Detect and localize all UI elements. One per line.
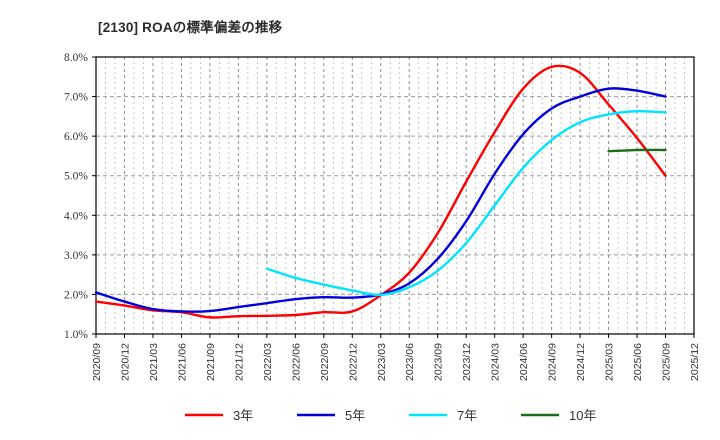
x-axis-tick-label: 2024/12: [575, 343, 587, 381]
x-axis-tick-label: 2025/12: [689, 343, 701, 381]
x-axis-ticks: 2020/09 2020/12 2021/03 2021/06 2021/09 2021/…: [91, 334, 701, 381]
y-axis-tick-label: 4.0%: [64, 210, 88, 222]
y-axis-tick-label: 6.0%: [64, 131, 88, 143]
y-axis-tick-label: 7.0%: [64, 92, 88, 104]
x-axis-tick-label: 2023/03: [376, 343, 388, 381]
x-axis-tick-label: 2023/12: [461, 343, 473, 381]
x-axis-tick-label: 2024/03: [490, 343, 502, 381]
x-axis-tick-label: 2021/12: [233, 343, 245, 381]
page-title: [2130] ROAの標準偏差の推移: [98, 20, 283, 35]
series-line-10年: [607, 148, 667, 153]
data-series-layer: [94, 64, 667, 319]
legend-label-y3: 3年: [233, 408, 253, 423]
x-axis-tick-label: 2025/03: [604, 343, 616, 381]
x-axis-tick-label: 2020/12: [119, 343, 131, 381]
x-axis-tick-label: 2025/09: [661, 343, 673, 381]
y-axis-tick-label: 5.0%: [64, 171, 88, 183]
x-axis-tick-label: 2024/06: [518, 343, 530, 381]
x-axis-tick-label: 2021/09: [205, 343, 217, 381]
y-axis-tick-label: 8.0%: [64, 52, 88, 64]
x-axis-tick-label: 2023/09: [433, 343, 445, 381]
series-line-7年: [265, 109, 667, 297]
x-axis-tick-label: 2022/03: [262, 343, 274, 381]
x-axis-tick-label: 2024/09: [547, 343, 559, 381]
x-axis-tick-label: 2021/06: [176, 343, 188, 381]
legend-label-y10: 10年: [569, 408, 596, 423]
x-axis-tick-label: 2022/06: [290, 343, 302, 381]
plot-frame: [95, 56, 695, 335]
x-axis-tick-label: 2021/03: [148, 343, 160, 381]
y-axis-tick-label: 3.0%: [64, 250, 88, 262]
x-axis-tick-label: 2020/09: [91, 343, 103, 381]
major-gridlines: [95, 57, 695, 334]
x-axis-tick-label: 2025/06: [632, 343, 644, 381]
y-axis-tick-label: 2.0%: [64, 289, 88, 301]
legend-label-y7: 7年: [457, 408, 477, 423]
x-axis-tick-label: 2022/09: [319, 343, 331, 381]
x-axis-tick-label: 2023/06: [404, 343, 416, 381]
legend-label-y5: 5年: [345, 408, 365, 423]
x-axis-tick-label: 2022/12: [347, 343, 359, 381]
y-axis-tick-label: 1.0%: [64, 329, 88, 341]
y-axis-ticks: 1.0% 2.0% 3.0% 4.0% 5.0% 6.0% 7.0% 8.0%: [64, 52, 96, 341]
chart-legend: 3年 5年 7年 10年: [185, 408, 596, 423]
